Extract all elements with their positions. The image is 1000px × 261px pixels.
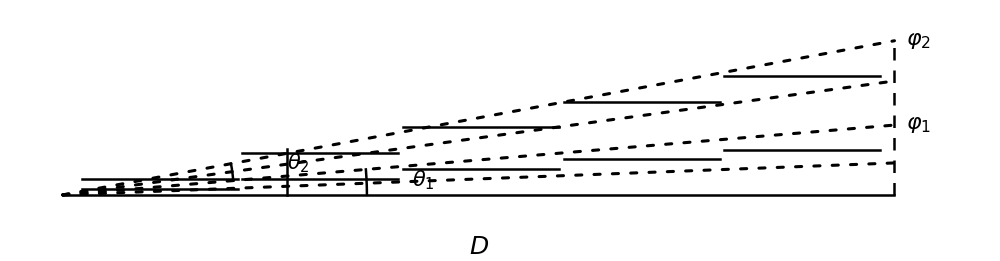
Text: $\varphi_2$: $\varphi_2$ — [906, 31, 931, 51]
Text: $\theta_1$: $\theta_1$ — [412, 168, 435, 192]
Text: $\theta_2$: $\theta_2$ — [287, 151, 310, 175]
Text: $\varphi_1$: $\varphi_1$ — [906, 115, 931, 135]
Text: $D$: $D$ — [469, 235, 489, 259]
